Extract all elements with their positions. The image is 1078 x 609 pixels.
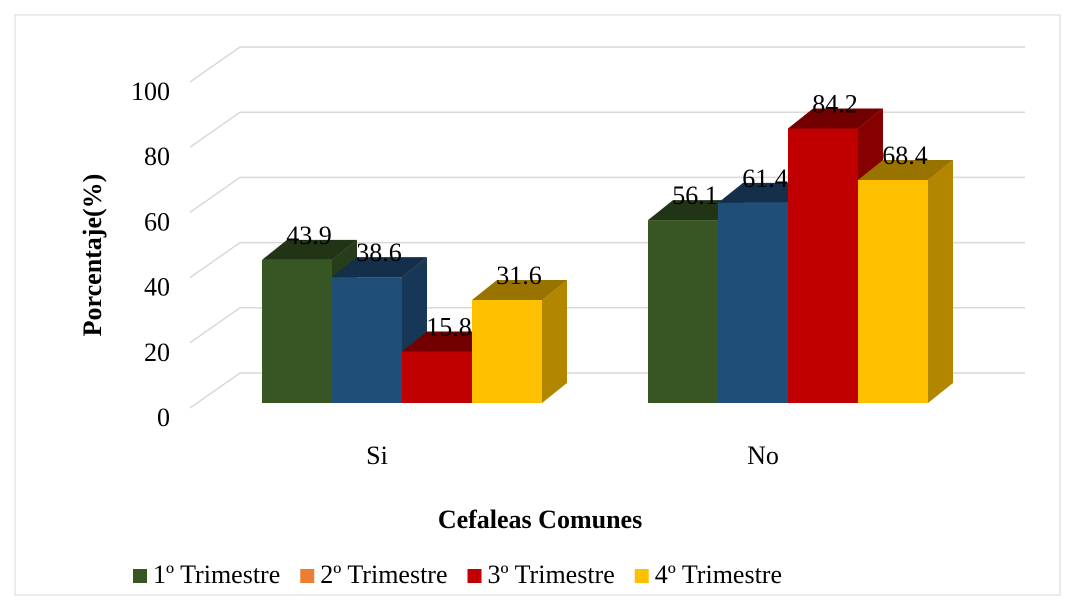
bar-face: [858, 180, 928, 403]
legend-label: 2º Trimestre: [320, 560, 447, 589]
bar-face: [788, 108, 883, 129]
value-label: 84.2: [812, 89, 858, 118]
legend-label: 4º Trimestre: [655, 560, 782, 589]
grid-line: [189, 46, 1025, 83]
legend-label: 1º Trimestre: [153, 560, 280, 589]
bar-face: [332, 257, 427, 278]
y-tick-label: 0: [157, 403, 170, 432]
bar-face: [648, 220, 718, 403]
legend-swatch: [300, 569, 315, 583]
bar-face: [472, 279, 567, 300]
legend-swatch: [634, 569, 649, 583]
legend-swatch: [467, 569, 482, 583]
bar-face: [788, 128, 858, 403]
bar-face: [858, 160, 953, 181]
value-label: 68.4: [882, 141, 928, 170]
bar-face: [542, 279, 567, 403]
bar-face: [402, 351, 472, 403]
bar-face: [262, 239, 357, 260]
bar-face: [718, 202, 788, 403]
bar: [472, 279, 567, 403]
bar-face: [472, 299, 542, 403]
value-label: 56.1: [672, 181, 718, 210]
value-label: 43.9: [286, 221, 332, 250]
x-axis-title: Cefaleas Comunes: [438, 505, 642, 534]
y-axis-title: Porcentaje(%): [78, 174, 107, 337]
value-label: 15.8: [426, 312, 472, 341]
grid-line: [189, 176, 1025, 214]
value-label: 38.6: [356, 238, 402, 267]
y-tick-label: 100: [131, 77, 170, 106]
legend-label: 3º Trimestre: [488, 560, 615, 589]
grid-line: [189, 111, 1025, 148]
value-label: 31.6: [496, 261, 542, 290]
y-tick-label: 20: [144, 338, 170, 367]
bar-face: [262, 259, 332, 403]
y-tick-label: 40: [144, 273, 170, 302]
x-tick-label: Si: [366, 441, 388, 470]
bar: [858, 160, 953, 403]
y-tick-label: 80: [144, 142, 170, 171]
value-label: 61.4: [742, 164, 788, 193]
bar-face: [332, 277, 402, 403]
y-tick-label: 60: [144, 207, 170, 236]
x-tick-label: No: [747, 441, 779, 470]
bar-face: [928, 160, 953, 403]
legend-swatch: [133, 569, 147, 583]
